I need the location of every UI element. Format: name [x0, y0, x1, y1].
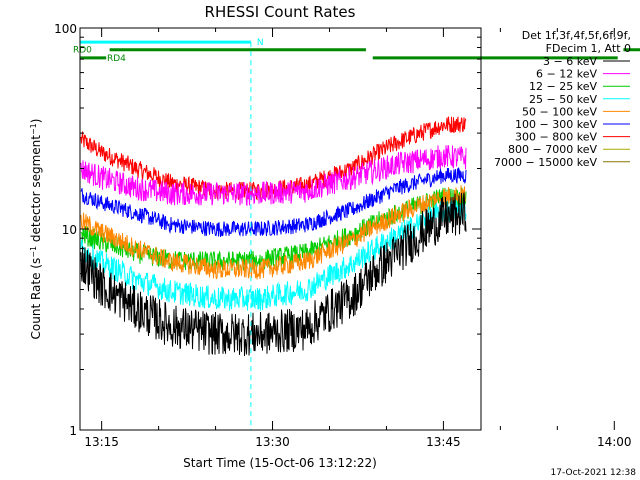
series-layer	[80, 116, 467, 357]
series-line-3	[80, 199, 467, 311]
x-tick-label: 13:30	[255, 435, 290, 449]
x-tick-label: 13:45	[426, 435, 461, 449]
n-label: N	[257, 38, 264, 48]
legend-header-detectors: Det 1f,3f,4f,5f,6f,9f,	[522, 29, 631, 42]
y-axis: 1 10 100	[54, 22, 481, 438]
legend-label: 50 − 100 keV	[522, 105, 597, 118]
x-axis-label: Start Time (15-Oct-06 13:12:22)	[183, 456, 377, 470]
series-line-0	[80, 192, 467, 357]
legend-label: 12 − 25 keV	[529, 80, 597, 93]
series-line-5	[80, 167, 467, 238]
legend-label: 25 − 50 keV	[529, 93, 597, 106]
legend-label: 800 − 7000 keV	[508, 143, 597, 156]
legend-label: 300 − 800 keV	[515, 131, 597, 144]
legend-label: 100 − 300 keV	[515, 118, 597, 131]
x-tick-label: 14:00	[597, 435, 632, 449]
series-line-4	[80, 185, 467, 280]
legend-label: 3 − 6 keV	[543, 55, 597, 68]
y-tick-label: 10	[62, 223, 77, 237]
chart-title: RHESSI Count Rates	[205, 3, 356, 21]
series-line-1	[80, 145, 467, 207]
legend-label: 7000 − 15000 keV	[494, 156, 597, 169]
y-tick-label: 100	[54, 22, 77, 36]
legend: Det 1f,3f,4f,5f,6f,9f,FDecim 1, Att 03 −…	[494, 29, 631, 169]
rd4-label: RD4	[107, 54, 126, 64]
series-line-6	[80, 116, 467, 201]
legend-label: 6 − 12 keV	[536, 68, 597, 81]
x-tick-label: 13:15	[84, 435, 119, 449]
legend-header-decim: FDecim 1, Att 0	[546, 42, 631, 55]
rd0-label: RD0	[73, 46, 92, 56]
timestamp: 17-Oct-2021 12:38	[551, 468, 637, 478]
y-tick-label: 1	[69, 424, 77, 438]
y-axis-label: Count Rate (s−1 detector segment−1)	[29, 119, 44, 340]
